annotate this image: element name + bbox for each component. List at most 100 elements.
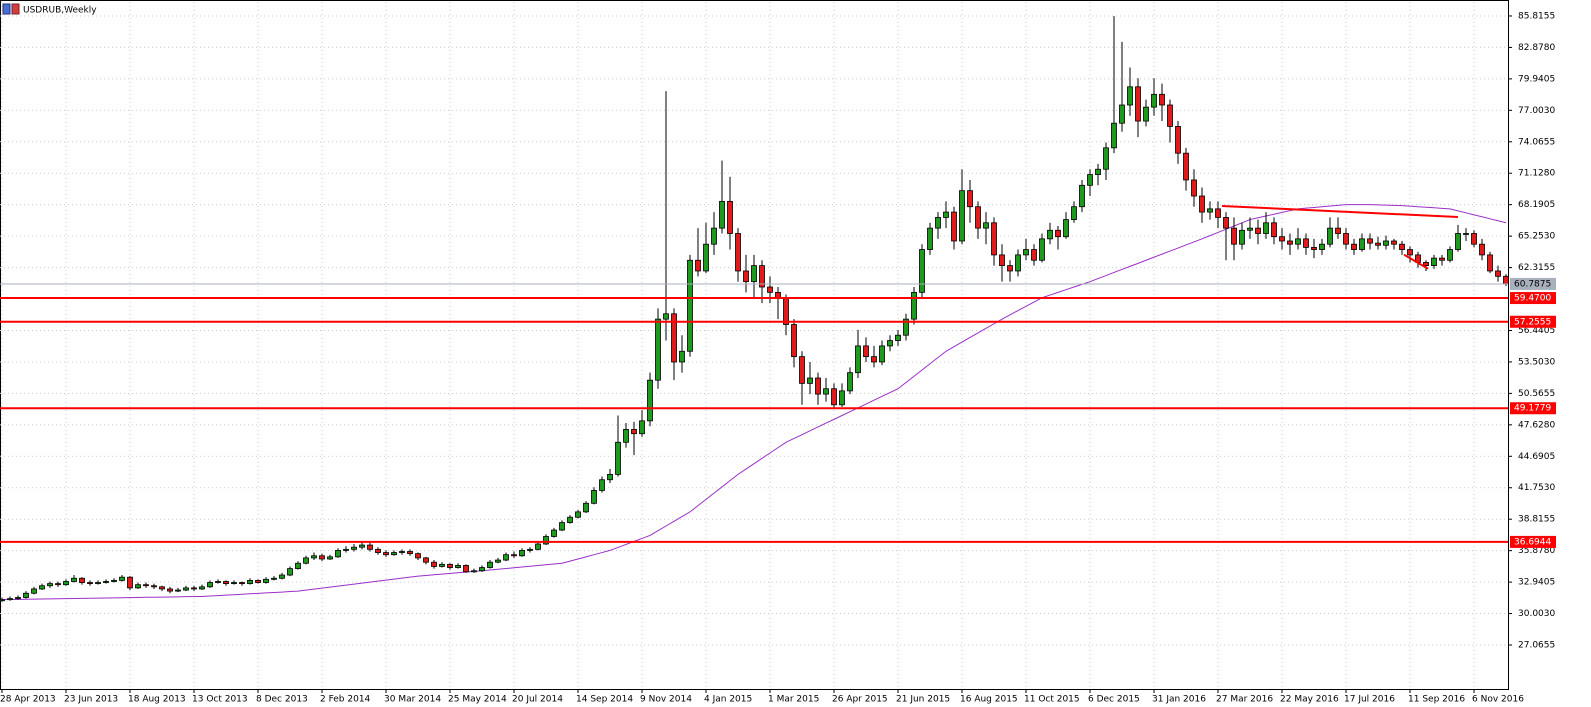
candle-body bbox=[263, 578, 269, 583]
candle-body bbox=[463, 565, 469, 573]
candle-body bbox=[1279, 236, 1285, 242]
symbol-icon bbox=[2, 3, 20, 15]
candle-body bbox=[1055, 229, 1061, 238]
x-tick-label: 30 Mar 2014 bbox=[384, 695, 441, 705]
candle-body bbox=[887, 340, 893, 347]
x-tick-label: 18 Aug 2013 bbox=[128, 695, 186, 705]
candle-body bbox=[703, 243, 709, 272]
y-tick-label: 53.5030 bbox=[1518, 357, 1555, 367]
candle-body bbox=[583, 502, 589, 513]
candle-body bbox=[1127, 86, 1133, 106]
candle-body bbox=[1375, 242, 1381, 246]
x-tick-label: 25 May 2014 bbox=[448, 695, 507, 705]
candle-body bbox=[1471, 233, 1477, 245]
candle-body bbox=[847, 372, 853, 392]
candle-body bbox=[303, 557, 309, 564]
candle-body bbox=[335, 550, 341, 558]
candle-body bbox=[151, 585, 157, 588]
candle-body bbox=[1039, 238, 1045, 261]
candle-body bbox=[439, 563, 445, 567]
x-tick-label: 6 Nov 2016 bbox=[1472, 695, 1524, 705]
candle-body bbox=[1183, 152, 1189, 181]
candle-body bbox=[871, 356, 877, 363]
candle-body bbox=[1191, 179, 1197, 197]
candle-body bbox=[87, 582, 93, 585]
candle-body bbox=[783, 297, 789, 325]
candle-body bbox=[103, 581, 109, 583]
candle-body bbox=[663, 313, 669, 320]
candle-body bbox=[311, 555, 317, 559]
candle-body bbox=[927, 227, 933, 250]
y-tick-label: 35.8780 bbox=[1518, 546, 1555, 556]
candle-body bbox=[1199, 195, 1205, 213]
candle-body bbox=[1463, 233, 1469, 235]
candle-body bbox=[1399, 243, 1405, 250]
candle-body bbox=[1071, 206, 1077, 220]
candle-body bbox=[287, 568, 293, 576]
candle-body bbox=[15, 597, 21, 599]
candle-body bbox=[951, 211, 957, 242]
candle-body bbox=[511, 554, 517, 557]
candle-body bbox=[415, 553, 421, 559]
candle-body bbox=[1495, 270, 1501, 277]
candle-body bbox=[535, 543, 541, 550]
candle-body bbox=[95, 582, 101, 585]
candle-body bbox=[895, 334, 901, 341]
candle-body bbox=[815, 377, 821, 395]
candle-body bbox=[807, 377, 813, 384]
candle-body bbox=[831, 388, 837, 406]
y-tick-label: 44.6905 bbox=[1518, 452, 1555, 462]
candle-body bbox=[1367, 238, 1373, 244]
y-tick-label: 65.2530 bbox=[1518, 232, 1555, 242]
candle-body bbox=[695, 259, 701, 272]
candle-body bbox=[1239, 229, 1245, 245]
candle-body bbox=[111, 579, 117, 582]
level-label-box bbox=[1510, 402, 1556, 415]
level-label-box bbox=[1510, 535, 1556, 548]
candle-body bbox=[295, 562, 301, 570]
candle-body bbox=[1151, 93, 1157, 108]
candle-body bbox=[775, 291, 781, 299]
candle-body bbox=[359, 544, 365, 548]
candle-body bbox=[423, 557, 429, 563]
candle-body bbox=[791, 324, 797, 358]
candle-body bbox=[207, 582, 213, 588]
candle-body bbox=[191, 587, 197, 590]
candle-body bbox=[1383, 240, 1389, 246]
candle-body bbox=[743, 270, 749, 283]
level-label-box bbox=[1510, 292, 1556, 305]
candle-body bbox=[607, 473, 613, 481]
candle-body bbox=[1079, 184, 1085, 208]
y-tick-label: 62.3155 bbox=[1518, 263, 1555, 273]
candle-body bbox=[1359, 238, 1365, 250]
candle-body bbox=[903, 318, 909, 336]
candle-body bbox=[1439, 257, 1445, 261]
candle-body bbox=[319, 555, 325, 560]
candle-body bbox=[247, 579, 253, 585]
candle-body bbox=[431, 561, 437, 567]
y-tick-label: 68.1905 bbox=[1518, 200, 1555, 210]
candle-body bbox=[495, 559, 501, 563]
candle-body bbox=[879, 345, 885, 363]
candle-body bbox=[711, 227, 717, 245]
candle-body bbox=[1263, 222, 1269, 234]
level-label: 49.1779 bbox=[1514, 404, 1551, 414]
level-label-box bbox=[1510, 315, 1556, 328]
candle-body bbox=[375, 548, 381, 553]
candle-body bbox=[855, 345, 861, 374]
candle-body bbox=[991, 222, 997, 256]
candle-body bbox=[391, 552, 397, 556]
candle-body bbox=[1095, 168, 1101, 175]
y-tick-label: 71.1280 bbox=[1518, 169, 1555, 179]
candle-body bbox=[1015, 254, 1021, 272]
candle-body bbox=[599, 479, 605, 491]
y-tick-label: 74.0655 bbox=[1518, 137, 1555, 147]
y-tick-label: 85.8155 bbox=[1518, 11, 1555, 21]
candle-body bbox=[1287, 240, 1293, 245]
candle-body bbox=[919, 249, 925, 293]
candle-body bbox=[7, 598, 13, 601]
candle-body bbox=[639, 420, 645, 435]
candle-body bbox=[1255, 227, 1261, 234]
candle-body bbox=[31, 588, 37, 594]
candle-body bbox=[1431, 257, 1437, 267]
